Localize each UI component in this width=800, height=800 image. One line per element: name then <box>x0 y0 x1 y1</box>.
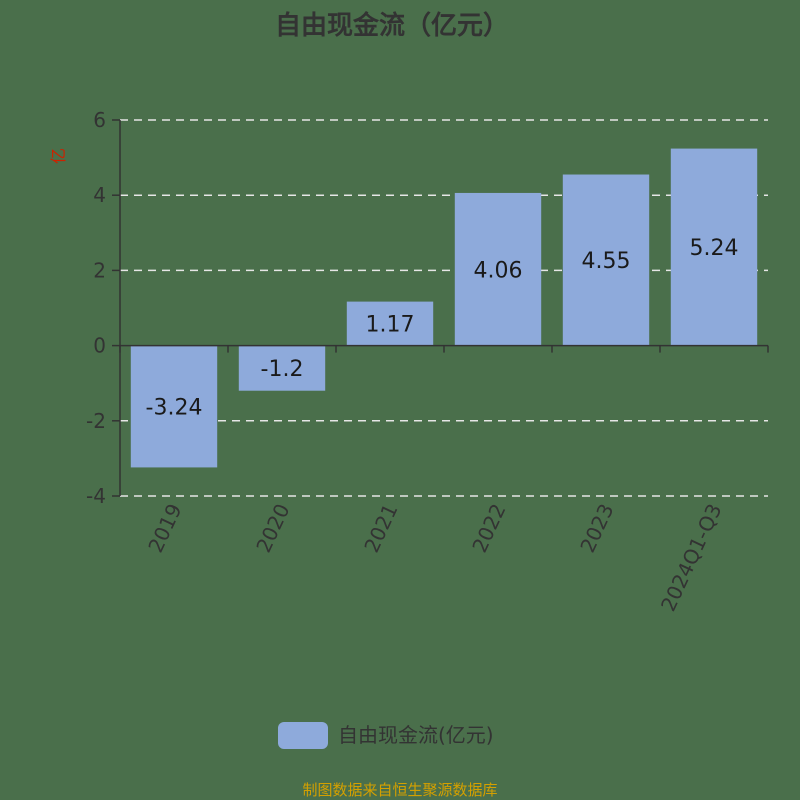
bar[interactable] <box>454 192 542 346</box>
y-tick-label: 2 <box>93 258 106 282</box>
data-labels: -3.24 -1.2 1.17 4.06 4.55 5.24 <box>146 236 739 420</box>
legend[interactable]: 自由现金流(亿元) <box>278 722 494 749</box>
bar-value-label: -1.2 <box>261 357 304 382</box>
bars <box>130 148 758 468</box>
y-tick-label: 4 <box>93 183 106 207</box>
source-note: 制图数据来自恒生聚源数据库 <box>302 781 497 799</box>
x-category-label: 2022 <box>467 500 510 556</box>
bar-value-label: 5.24 <box>690 236 739 261</box>
bar[interactable] <box>346 301 434 346</box>
bar[interactable] <box>562 174 650 346</box>
bar-value-label: 4.06 <box>474 258 523 283</box>
bar[interactable] <box>670 148 758 346</box>
legend-label: 自由现金流(亿元) <box>338 723 494 747</box>
x-category-label: 2020 <box>251 500 294 556</box>
grid-lines <box>120 119 768 497</box>
x-category-label: 2019 <box>143 500 186 556</box>
bar-value-label: -3.24 <box>146 396 203 421</box>
x-category-label: 2023 <box>575 500 618 556</box>
bar[interactable] <box>130 345 218 468</box>
bar-value-label: 1.17 <box>366 313 415 338</box>
bar[interactable] <box>238 345 326 391</box>
legend-swatch <box>278 722 328 749</box>
bar-value-label: 4.55 <box>582 249 631 274</box>
chart-title: 自由现金流（亿元） <box>275 10 509 41</box>
x-category-label: 2024Q1-Q3 <box>656 500 727 615</box>
y-tick-label: 0 <box>93 334 106 358</box>
y-tick-label: -2 <box>86 409 106 433</box>
y-tick-label: -4 <box>86 484 106 508</box>
y-tick-label: 6 <box>93 108 106 132</box>
y-unit-label: 亿 <box>49 148 68 164</box>
x-category-label: 2021 <box>359 500 402 556</box>
